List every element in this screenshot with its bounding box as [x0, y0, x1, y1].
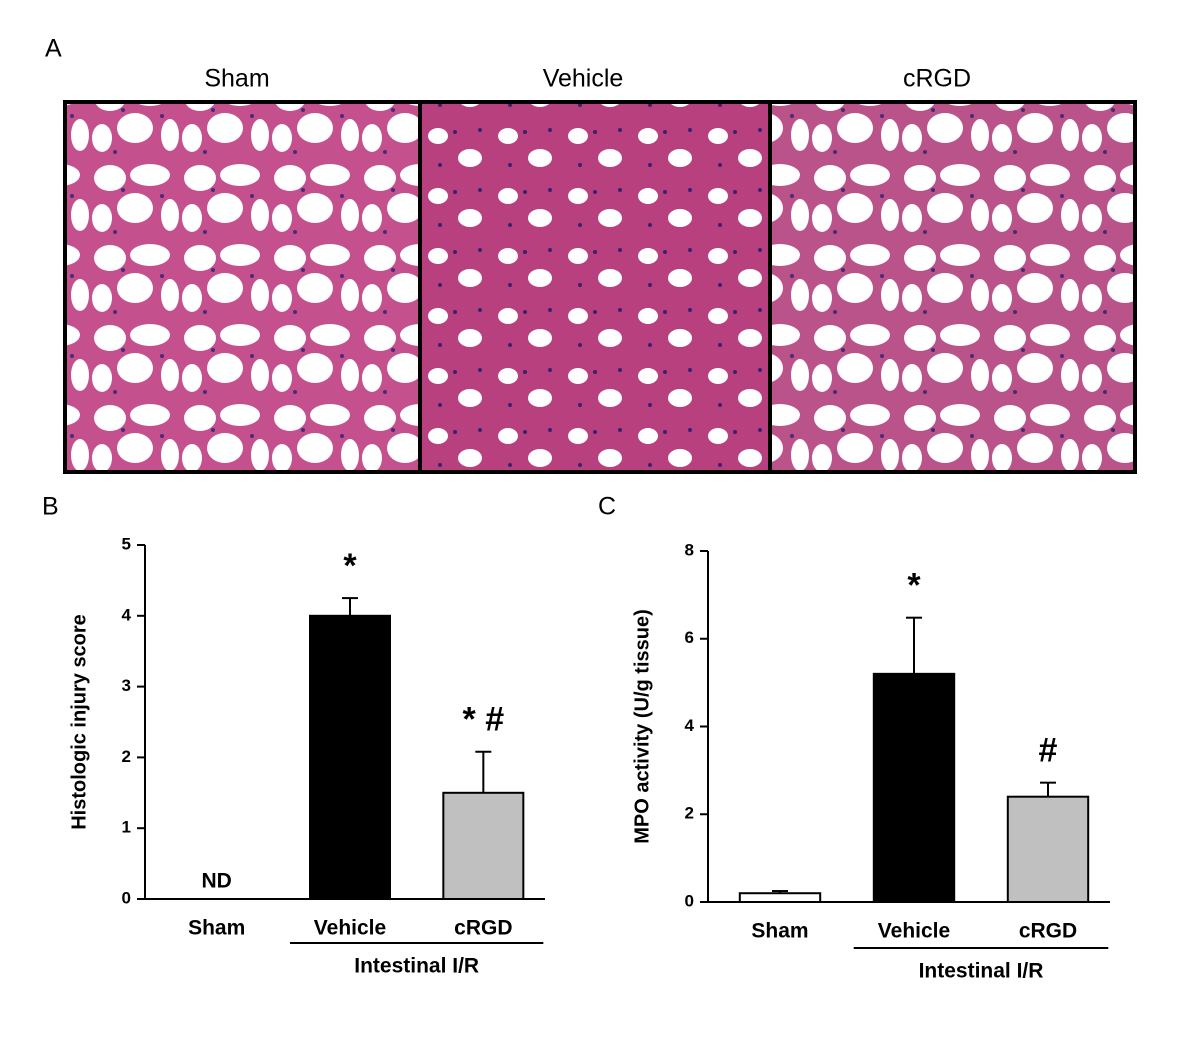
- bar: [1006, 795, 1090, 904]
- bar: [872, 672, 956, 903]
- image-title: cRGD: [903, 65, 971, 93]
- x-tick-label: cRGD: [454, 917, 512, 940]
- annotation: * #: [463, 701, 505, 739]
- group-label: Intestinal I/R: [919, 960, 1044, 983]
- annotation: *: [343, 547, 357, 585]
- x-tick-label: Vehicle: [314, 917, 386, 940]
- image-title: Vehicle: [543, 65, 624, 93]
- bar: [442, 791, 525, 900]
- y-tick-label: 3: [122, 676, 131, 695]
- bar: [309, 614, 391, 900]
- y-tick-label: 1: [122, 818, 131, 837]
- x-tick-label: Sham: [751, 920, 808, 943]
- y-tick-label: 4: [685, 716, 695, 735]
- x-tick-label: Sham: [188, 917, 245, 940]
- y-tick-label: 4: [122, 605, 132, 624]
- y-tick-label: 2: [122, 747, 131, 766]
- x-tick-label: cRGD: [1019, 920, 1077, 943]
- y-tick-label: 0: [122, 888, 131, 907]
- y-axis-label: MPO activity (U/g tissue): [631, 609, 653, 844]
- micrograph: [768, 100, 1137, 474]
- y-tick-label: 5: [122, 534, 131, 553]
- micrograph: [63, 100, 422, 474]
- group-label: Intestinal I/R: [354, 955, 479, 978]
- y-tick-label: 6: [685, 628, 694, 647]
- image-title: Sham: [204, 65, 269, 93]
- bar: [738, 892, 822, 903]
- annotation: *: [907, 567, 921, 605]
- panel-label: A: [45, 35, 62, 63]
- panel-label: C: [598, 493, 616, 521]
- y-tick-label: 8: [685, 540, 694, 559]
- y-tick-label: 0: [685, 891, 694, 910]
- y-axis-label: Histologic injury score: [68, 614, 90, 830]
- annotation: ND: [201, 870, 231, 893]
- annotation: #: [1039, 732, 1058, 770]
- panel-label: B: [42, 493, 59, 521]
- x-tick-label: Vehicle: [878, 920, 950, 943]
- micrograph: [418, 100, 772, 474]
- y-tick-label: 2: [685, 804, 694, 823]
